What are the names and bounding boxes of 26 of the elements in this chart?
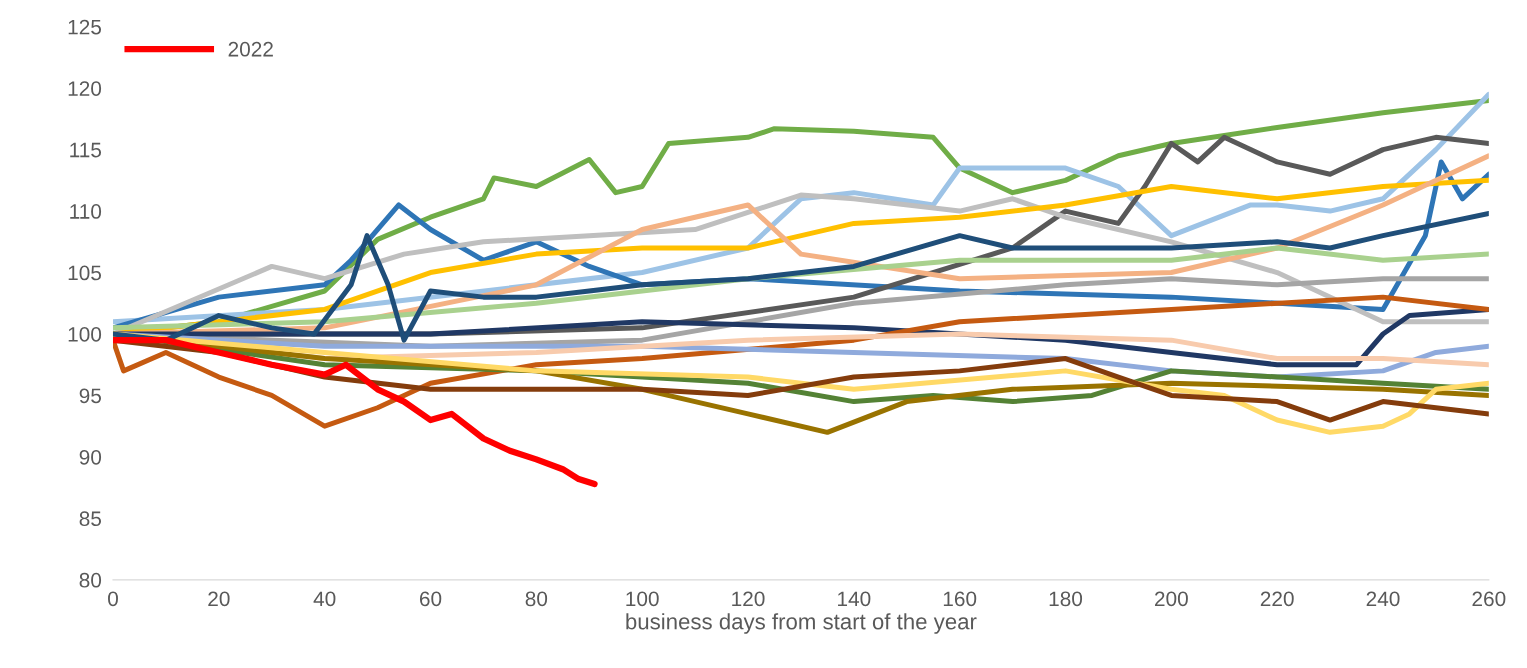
x-tick-label: 240 [1366,591,1400,607]
y-tick-label: 120 [68,81,102,96]
x-tick-label: 100 [626,591,659,607]
x-axis-title: business days from start of the year [626,613,977,634]
y-tick-label: 90 [79,449,102,465]
x-tick-label: 160 [943,591,977,607]
y-tick-label: 80 [79,572,102,588]
x-tick-label: 0 [108,591,118,607]
y-tick-label: 95 [79,388,102,404]
x-tick-label: 260 [1472,591,1506,607]
legend-label: 2022 [228,41,273,57]
x-tick-label: 40 [313,591,336,607]
y-tick-label: 85 [79,511,102,527]
x-tick-label: 120 [732,591,765,607]
x-tick-label: 80 [525,591,548,607]
x-tick-label: 60 [419,591,442,607]
x-tick-label: 200 [1155,591,1188,607]
y-tick-label: 115 [70,142,102,158]
y-tick-label: 110 [70,204,102,219]
y-tick-label: 105 [68,265,102,281]
y-tick-label: 125 [68,19,102,35]
x-tick-label: 180 [1049,591,1083,607]
x-tick-label: 220 [1260,591,1294,607]
y-tick-label: 100 [68,327,102,342]
x-tick-label: 20 [208,591,230,607]
x-tick-label: 140 [838,591,871,607]
